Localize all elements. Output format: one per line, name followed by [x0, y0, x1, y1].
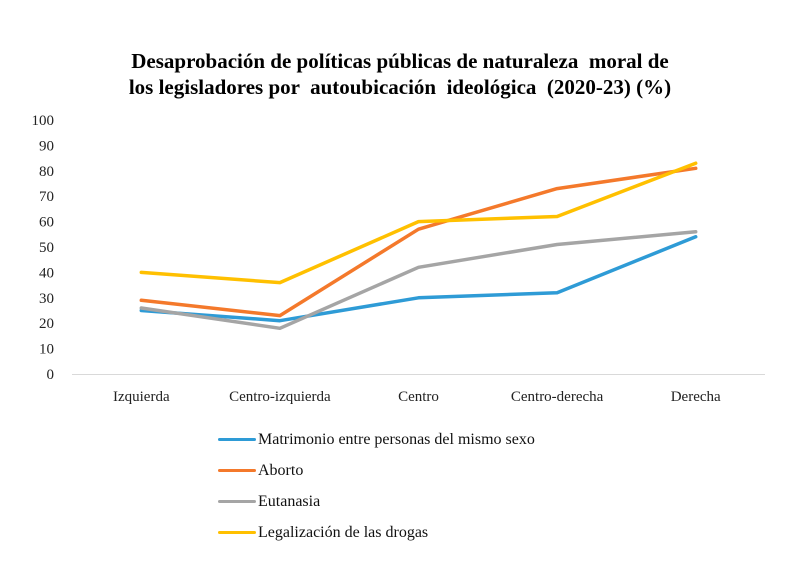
- x-tick-label: Centro-derecha: [511, 389, 604, 405]
- y-tick-label: 80: [39, 164, 54, 180]
- legend-swatch: [218, 531, 256, 534]
- legend: Matrimonio entre personas del mismo sexo…: [218, 424, 535, 548]
- y-tick-label: 50: [39, 240, 54, 256]
- legend-swatch: [218, 438, 256, 441]
- y-tick-label: 10: [39, 342, 54, 358]
- series-line-4: [139, 161, 698, 285]
- y-tick-label: 70: [39, 189, 54, 205]
- legend-swatch: [218, 469, 256, 472]
- x-tick-label: Derecha: [671, 389, 721, 405]
- series-lines: [139, 161, 698, 331]
- y-tick-label: 20: [39, 316, 54, 332]
- series-line-2: [139, 166, 698, 318]
- legend-swatch: [218, 500, 256, 503]
- legend-label: Legalización de las drogas: [258, 523, 429, 541]
- chart-title: Desaprobación de políticas públicas de n…: [0, 48, 800, 100]
- y-tick-label: 90: [39, 138, 54, 154]
- x-tick-label: Centro-izquierda: [229, 389, 331, 405]
- x-tick-label: Centro: [398, 389, 439, 405]
- y-tick-label: 30: [39, 291, 54, 307]
- series-line-1: [139, 235, 698, 323]
- x-tick-label: Izquierda: [113, 389, 170, 405]
- chart-title-line-2: los legisladores por autoubicación ideol…: [128, 75, 672, 99]
- y-tick-label: 100: [32, 113, 55, 129]
- y-axis: 0 10 20 30 40 50 60 70 80 90 100: [32, 113, 55, 383]
- y-tick-label: 0: [47, 367, 55, 383]
- y-tick-label: 60: [39, 215, 54, 231]
- series-line-3: [139, 230, 698, 331]
- legend-item: Matrimonio entre personas del mismo sexo: [218, 424, 535, 455]
- chart-title-line-1: Desaprobación de políticas públicas de n…: [131, 49, 669, 73]
- legend-label: Aborto: [258, 461, 304, 479]
- legend-label: Eutanasia: [258, 492, 321, 510]
- legend-item: Legalización de las drogas: [218, 517, 535, 548]
- legend-label: Matrimonio entre personas del mismo sexo: [258, 430, 535, 448]
- y-tick-label: 40: [39, 265, 54, 281]
- x-axis: Izquierda Centro-izquierda Centro Centro-de…: [113, 389, 721, 405]
- legend-item: Eutanasia: [218, 486, 535, 517]
- legend-item: Aborto: [218, 455, 535, 486]
